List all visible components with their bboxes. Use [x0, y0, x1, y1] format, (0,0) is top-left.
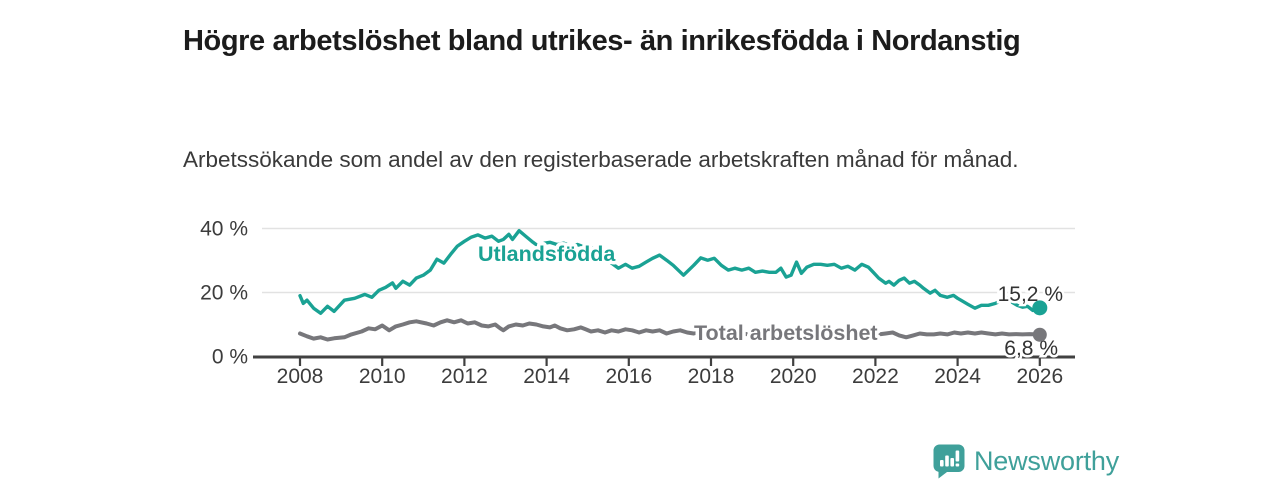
x-tick-label: 2016: [605, 365, 652, 388]
series-line-total: [298, 318, 1042, 342]
series-line-utlandsfodda: [298, 228, 1042, 315]
x-tick-label: 2024: [934, 365, 981, 388]
page-title: Högre arbetslöshet bland utrikes- än inr…: [183, 25, 1021, 58]
x-tick-label: 2010: [359, 365, 406, 388]
newsworthy-logo: Newsworthy: [933, 444, 1119, 479]
x-tick-label: 2008: [277, 365, 324, 388]
y-tick-label: 20 %: [200, 282, 248, 305]
y-tick-label: 40 %: [200, 218, 248, 241]
series-label-utlandsfodda: Utlandsfödda: [478, 242, 616, 266]
chart-subtitle: Arbetssökande som andel av den registerb…: [183, 146, 1019, 172]
bar-chart-speech-bubble-icon: [933, 444, 965, 479]
x-tick-label: 2026: [1016, 365, 1063, 388]
y-tick-label: 0 %: [212, 346, 248, 369]
x-tick-label: 2022: [852, 365, 899, 388]
x-tick-label: 2018: [688, 365, 735, 388]
end-value-label-utlandsfodda: 15,2 %: [998, 283, 1063, 306]
end-dot-utlandsfodda: [1032, 300, 1048, 316]
end-dot-total: [1032, 327, 1047, 342]
series-label-total: Total arbetslöshet: [694, 321, 878, 345]
newsworthy-logo-text: Newsworthy: [974, 446, 1120, 476]
x-tick-label: 2012: [441, 365, 488, 388]
x-tick-label: 2014: [523, 365, 570, 388]
x-tick-label: 2020: [770, 365, 817, 388]
end-value-label-total: 6,8 %: [1004, 337, 1058, 360]
